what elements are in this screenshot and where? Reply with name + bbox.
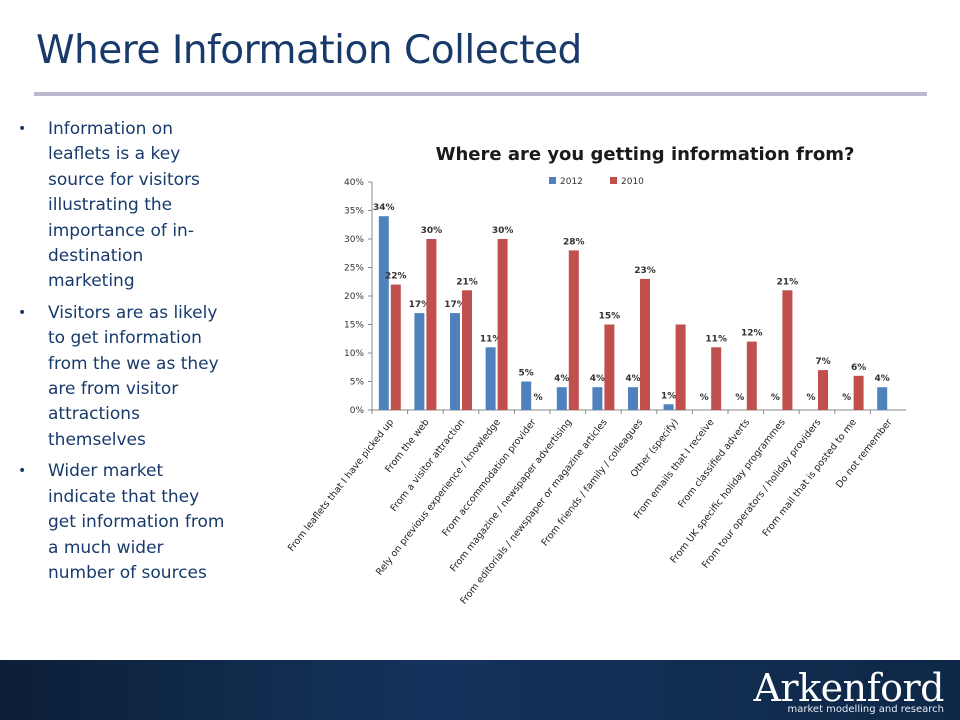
legend-swatch-2012	[549, 177, 556, 184]
data-label-2010: 30%	[492, 226, 514, 236]
data-label-2012: 1%	[661, 391, 676, 401]
bar-2012	[556, 387, 567, 410]
chart-container: Where are you getting information from? 2…	[230, 100, 950, 660]
bar-2010	[675, 324, 686, 410]
bar-2010	[497, 239, 508, 410]
y-tick-label: 15%	[344, 321, 364, 331]
data-label-2010: %	[534, 393, 543, 403]
bullet-text: Information on leaflets is a key source …	[48, 119, 200, 292]
bullet-dot-icon: •	[18, 463, 27, 480]
chart-title: Where are you getting information from?	[436, 144, 855, 165]
data-label-2010: 30%	[421, 226, 443, 236]
x-category-label: From classified adverts	[676, 417, 752, 510]
data-label-2010: 22%	[385, 272, 407, 282]
bullet-dot-icon: •	[18, 121, 27, 137]
bar-chart: Where are you getting information from? 2…	[286, 144, 906, 607]
bar-2010	[746, 341, 757, 410]
y-tick-label: 10%	[344, 349, 364, 359]
bar-2010	[604, 324, 615, 410]
data-label-2012: 4%	[590, 374, 605, 384]
data-label-2010: 11%	[705, 334, 727, 344]
y-tick-label: 5%	[350, 378, 365, 388]
bar-2010	[390, 284, 401, 410]
data-label-2010: 15%	[599, 312, 621, 322]
bar-2012	[414, 313, 425, 410]
bar-2012	[663, 404, 674, 410]
bar-2010	[782, 290, 793, 410]
data-label-2012: 5%	[519, 369, 534, 379]
bar-2012	[378, 216, 389, 410]
bar-2010	[853, 375, 864, 410]
data-label-2012: 17%	[444, 300, 466, 310]
bar-2010	[711, 347, 722, 410]
y-tick-label: 35%	[344, 207, 364, 217]
data-label-missing: %	[735, 393, 744, 403]
data-label-2012: 17%	[409, 300, 431, 310]
title-divider	[34, 92, 927, 96]
x-category-label: Rely on previous experience / knowledge	[374, 417, 503, 578]
logo-tagline: market modelling and research	[787, 704, 944, 715]
y-tick-label: 40%	[344, 178, 364, 188]
data-label-2010: 21%	[456, 277, 478, 287]
bullet-item: • Information on leaflets is a key sourc…	[10, 117, 225, 295]
bar-2010	[462, 290, 472, 410]
data-label-missing: %	[806, 393, 815, 403]
bar-2012	[628, 387, 638, 410]
logo-wordmark: Arkenford	[753, 666, 944, 710]
bar-2010	[568, 250, 579, 410]
bar-2012	[592, 387, 603, 410]
bullet-text: Visitors are as likely to get informatio…	[48, 302, 219, 450]
data-label-2010: 12%	[741, 329, 763, 339]
bar-2012	[450, 313, 460, 410]
x-category-label: From leaflets that I have picked up	[286, 417, 396, 554]
footer-band	[0, 660, 960, 720]
legend-label-2010: 2010	[621, 177, 644, 187]
bar-2010	[640, 278, 650, 410]
data-label-2010: 6%	[851, 363, 866, 373]
company-logo: Arkenford market modelling and research	[753, 666, 944, 716]
y-tick-label: 30%	[344, 235, 364, 245]
data-label-2010: 21%	[777, 277, 799, 287]
y-tick-label: 20%	[344, 292, 364, 302]
bullet-dot-icon: •	[18, 304, 27, 321]
data-label-missing: %	[771, 393, 780, 403]
bar-2010	[818, 370, 828, 410]
data-label-missing: %	[700, 393, 709, 403]
data-label-2010: 28%	[563, 237, 585, 247]
y-tick-label: 25%	[344, 264, 364, 274]
bullet-list: • Information on leaflets is a key sourc…	[10, 117, 225, 592]
data-label-2010: 7%	[815, 357, 830, 367]
slide-title: Where Information Collected	[36, 28, 582, 73]
bullet-item: • Wider market indicate that they get in…	[10, 459, 225, 586]
y-tick-label: 0%	[350, 406, 365, 416]
data-label-2010: 23%	[634, 266, 656, 276]
bullet-item: • Visitors are as likely to get informat…	[10, 301, 225, 453]
legend-swatch-2010	[610, 177, 617, 184]
data-label-2012: 4%	[554, 374, 569, 384]
data-label-2012: 34%	[373, 203, 395, 213]
bar-2012	[877, 387, 888, 410]
bullet-text: Wider market indicate that they get info…	[48, 461, 225, 583]
bar-2012	[485, 347, 496, 410]
legend-label-2012: 2012	[560, 177, 583, 187]
data-label-2012: 4%	[625, 374, 640, 384]
data-label-missing: %	[842, 393, 851, 403]
bar-2010	[426, 239, 437, 410]
bar-2012	[521, 381, 532, 410]
data-label-2012: 11%	[480, 334, 502, 344]
data-label-2012: 4%	[875, 374, 890, 384]
